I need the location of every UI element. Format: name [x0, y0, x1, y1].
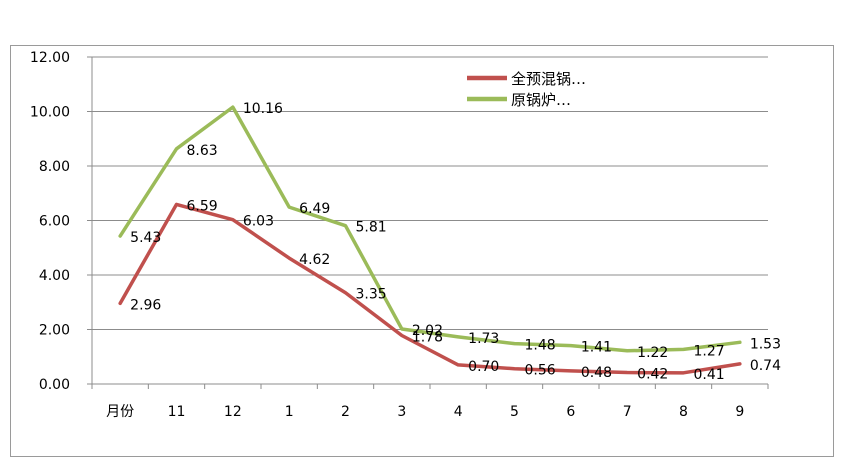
- x-tick-label: 1: [285, 404, 294, 420]
- data-label: 6.49: [299, 201, 330, 217]
- series-line-1: [118, 202, 742, 375]
- data-label: 2.02: [412, 323, 443, 339]
- y-tick-label: 6.00: [39, 214, 70, 230]
- data-label: 1.78: [412, 329, 443, 345]
- data-label: 5.43: [130, 230, 161, 246]
- data-label: 3.35: [356, 287, 387, 303]
- y-tick-label: 0.00: [39, 377, 70, 393]
- data-label: 0.41: [694, 367, 725, 383]
- data-label: 0.56: [525, 363, 556, 379]
- y-tick-label: 2.00: [39, 323, 70, 339]
- data-label: 0.70: [468, 359, 499, 375]
- x-tick-label: 11: [168, 404, 186, 420]
- data-label: 1.73: [468, 331, 499, 347]
- chart-frame: [10, 45, 834, 457]
- data-label: 1.48: [525, 338, 556, 354]
- data-label: 0.74: [750, 358, 781, 374]
- y-tick-labels: 0.00 2.00 4.00 6.00 8.00 10.00 12.00: [30, 50, 70, 393]
- x-tick-label: 月份: [106, 404, 134, 420]
- y-tick-label: 8.00: [39, 159, 70, 175]
- x-tick-label: 9: [735, 404, 744, 420]
- series-line-2: [118, 105, 742, 353]
- data-label: 6.03: [243, 214, 274, 230]
- x-tick-label: 2: [341, 404, 350, 420]
- data-label: 8.63: [187, 143, 218, 159]
- x-tick-label: 4: [454, 404, 463, 420]
- x-tick-label: 6: [566, 404, 575, 420]
- data-label: 1.27: [694, 343, 725, 359]
- series-lines: [118, 105, 742, 375]
- data-labels: 2.96 6.59 6.03 4.62 3.35 1.78 0.70 0.56 0.48 0.42…: [130, 101, 781, 383]
- x-tick-label: 5: [510, 404, 519, 420]
- x-tick-label: 3: [397, 404, 406, 420]
- axes: [91, 57, 769, 389]
- data-label: 6.59: [187, 198, 218, 214]
- y-tick-label: 12.00: [30, 50, 70, 66]
- data-label: 10.16: [243, 101, 283, 117]
- data-label: 1.41: [581, 340, 612, 356]
- data-label: 1.53: [750, 336, 781, 352]
- data-label: 2.96: [130, 297, 161, 313]
- data-label: 0.42: [637, 367, 668, 383]
- x-tick-label: 8: [679, 404, 688, 420]
- legend-label: 原锅炉…: [511, 91, 571, 109]
- data-label: 5.81: [356, 220, 387, 236]
- legend: 全预混锅… 原锅炉…: [467, 70, 586, 109]
- x-tick-label: 7: [623, 404, 632, 420]
- data-label: 4.62: [299, 252, 330, 268]
- x-tick-label: 12: [224, 404, 242, 420]
- y-tick-label: 10.00: [30, 105, 70, 121]
- y-tick-label: 4.00: [39, 268, 70, 284]
- data-label: 0.48: [581, 365, 612, 381]
- data-label: 1.22: [637, 345, 668, 361]
- x-tick-labels: 月份 11 12 1 2 3 4 5 6 7 8 9: [106, 404, 744, 420]
- legend-label: 全预混锅…: [511, 70, 586, 88]
